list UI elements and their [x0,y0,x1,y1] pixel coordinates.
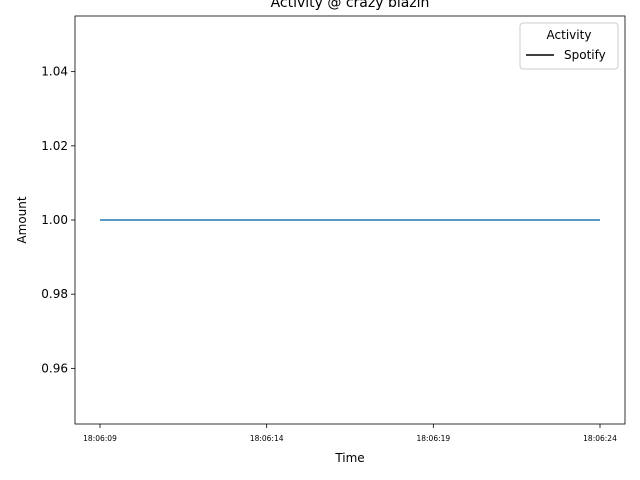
x-axis-label: Time [334,451,364,465]
y-tick-label: 0.98 [41,287,68,301]
x-tick-label: 18:06:19 [416,434,450,443]
chart-title: Activity @ crazy blazin [271,0,430,11]
x-tick-label: 18:06:24 [583,434,617,443]
x-axis-ticks: 18:06:09 18:06:14 18:06:19 18:06:24 [83,424,617,443]
y-tick-label: 0.96 [41,361,68,375]
y-axis-label: Amount [15,196,29,243]
legend-title: Activity [547,28,592,42]
legend-box [519,22,619,70]
legend-entry-spotify: Spotify [564,48,606,62]
legend: Activity Spotify [519,22,619,70]
y-tick-label: 1.00 [41,213,68,227]
y-axis-ticks: 0.96 0.98 1.00 1.02 1.04 [41,65,75,375]
x-tick-label: 18:06:09 [83,434,117,443]
x-tick-label: 18:06:14 [250,434,284,443]
y-tick-label: 1.02 [41,139,68,153]
y-tick-label: 1.04 [41,65,68,79]
